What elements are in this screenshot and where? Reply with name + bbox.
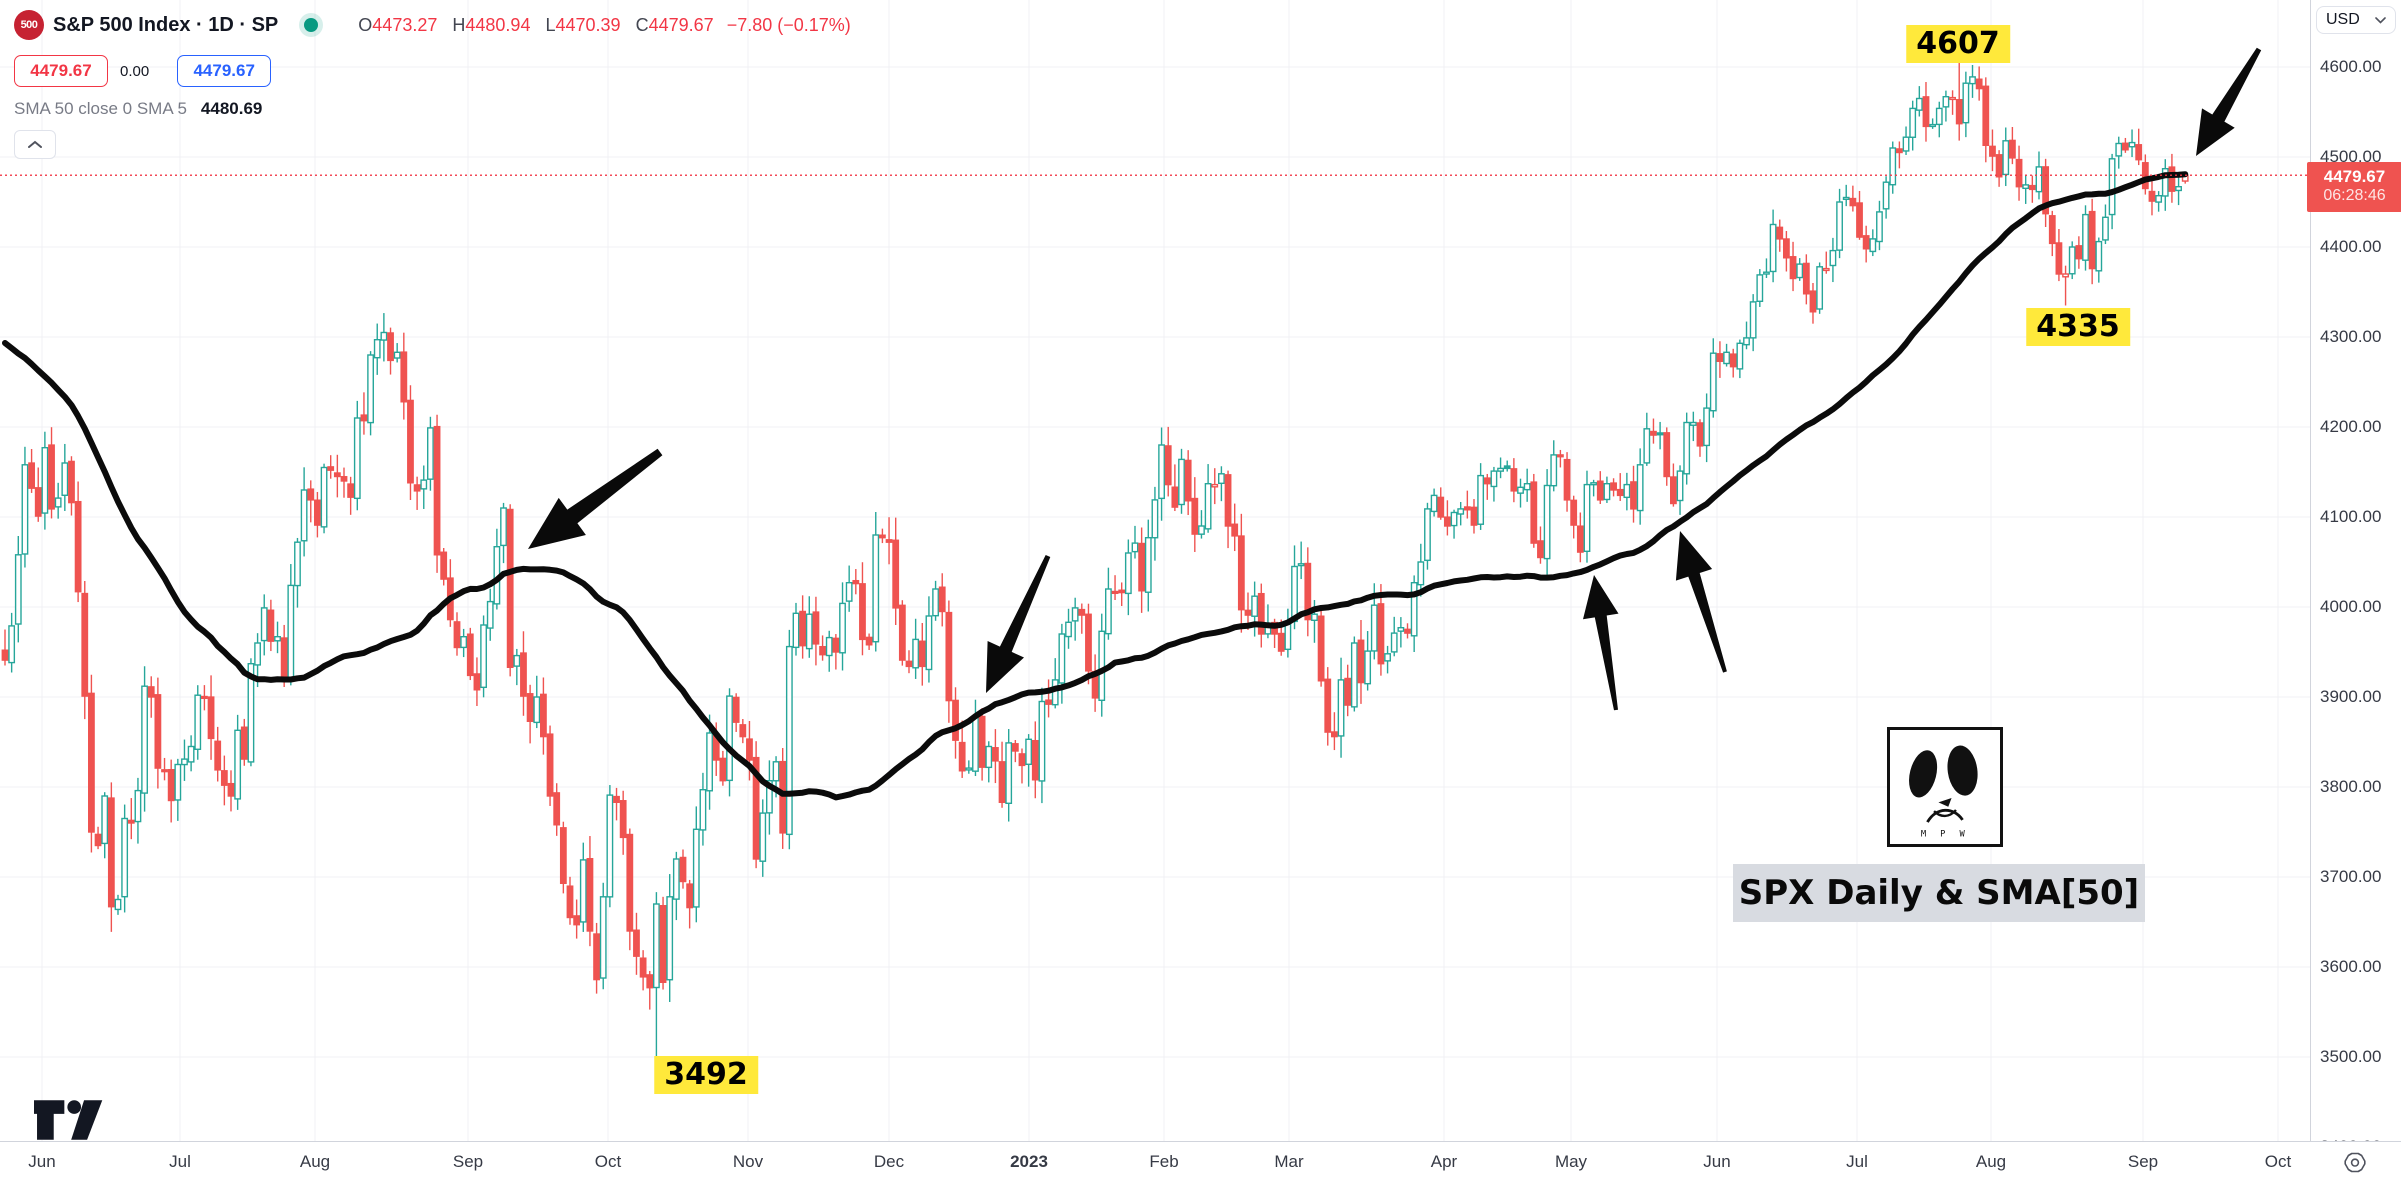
low-value: 4470.39	[555, 14, 621, 35]
time-axis-label: May	[1554, 1152, 1588, 1171]
annotation-arrow-5[interactable]	[2196, 47, 2262, 157]
annotation-arrow-3[interactable]	[1583, 575, 1619, 711]
currency-label: USD	[2326, 11, 2360, 28]
close-value: 4479.67	[648, 14, 714, 35]
highlight-price-label[interactable]: 3492	[654, 1056, 758, 1094]
price-axis-label: 3900.00	[2320, 687, 2382, 706]
sma-indicator-label[interactable]: SMA 50 close 0 SMA 5	[14, 99, 187, 118]
time-axis-label: Nov	[732, 1152, 764, 1171]
panda-left-eye	[1909, 750, 1938, 798]
chevron-up-icon	[28, 140, 42, 149]
last-price-value: 4479.67	[2323, 167, 2386, 186]
panda-mouth-curl	[1933, 809, 1957, 818]
market-status-icon	[304, 18, 319, 32]
time-axis-label: Jun	[28, 1152, 56, 1171]
panda-caption: M P W	[1921, 829, 1969, 839]
time-axis-label: Aug	[299, 1152, 331, 1171]
currency-selector[interactable]: USD	[2316, 6, 2396, 34]
time-axis-label: Apr	[1430, 1152, 1458, 1171]
high-label: H	[452, 14, 466, 35]
price-axis-label: 4000.00	[2320, 597, 2382, 616]
buy-button[interactable]: 4479.67	[177, 55, 272, 87]
collapse-legend-button[interactable]	[14, 130, 56, 159]
sp500-logo-badge: 500	[14, 10, 44, 40]
time-axis-label: 2023	[1010, 1152, 1048, 1171]
price-axis-label: 4600.00	[2320, 57, 2382, 76]
time-axis-label: Feb	[1149, 1152, 1179, 1171]
change-value: −7.80 (−0.17%)	[726, 14, 851, 35]
price-axis-label: 4400.00	[2320, 237, 2382, 256]
axis-settings-gear-icon[interactable]	[2342, 1150, 2368, 1176]
price-axis-label: 4100.00	[2320, 507, 2382, 526]
last-price-tag: 4479.67 06:28:46	[2307, 162, 2401, 212]
bar-countdown: 06:28:46	[2323, 187, 2386, 204]
symbol-legend: 500 S&P 500 Index · 1D · SP O4473.27 H44…	[14, 8, 851, 159]
price-axis[interactable]: USD 4479.67 06:28:46 4600.00 4500.00 4400.…	[2307, 0, 2401, 1156]
open-label: O	[358, 14, 373, 35]
time-axis-label: Jun	[1703, 1152, 1731, 1171]
time-axis-label: Dec	[873, 1152, 905, 1171]
time-axis-label: Jul	[169, 1152, 191, 1171]
price-axis-label: 3700.00	[2320, 867, 2382, 886]
tradingview-logo[interactable]	[34, 1100, 122, 1140]
open-value: 4473.27	[372, 14, 438, 35]
sell-button[interactable]: 4479.67	[14, 55, 108, 87]
low-label: L	[545, 14, 556, 35]
time-axis-label: Aug	[1975, 1152, 2007, 1171]
close-label: C	[635, 14, 649, 35]
annotation-arrow-1[interactable]	[528, 448, 663, 549]
time-axis-label: Sep	[452, 1152, 484, 1171]
highlight-price-label[interactable]: 4335	[2026, 308, 2130, 346]
spread-value: 0.00	[120, 62, 150, 80]
ohlc-values: O4473.27 H4480.94 L4470.39 C4479.67 −7.8…	[348, 15, 851, 36]
time-axis-label: Sep	[2127, 1152, 2159, 1171]
price-axis-label: 3800.00	[2320, 777, 2382, 796]
high-value: 4480.94	[465, 14, 531, 35]
sma-indicator-value: 4480.69	[200, 99, 263, 118]
price-axis-label: 4300.00	[2320, 327, 2382, 346]
annotation-arrow-2[interactable]	[986, 555, 1051, 693]
time-axis-label: Oct	[2264, 1152, 2292, 1171]
chevron-down-icon	[2375, 16, 2386, 24]
price-axis-label: 4500.00	[2320, 147, 2382, 166]
time-axis-label: Jul	[1846, 1152, 1868, 1171]
panda-right-eye	[1947, 745, 1978, 796]
time-axis-label: Oct	[594, 1152, 622, 1171]
highlight-price-label[interactable]: 4607	[1906, 25, 2010, 63]
symbol-title[interactable]: S&P 500 Index · 1D · SP	[53, 13, 279, 36]
panda-nose	[1938, 797, 1952, 807]
price-axis-label: 3500.00	[2320, 1047, 2382, 1066]
panda-mouth	[1926, 808, 1964, 823]
time-axis-label: Mar	[1274, 1152, 1304, 1171]
time-axis[interactable]: Jun Jul Aug Sep Oct Nov Dec 2023 Feb Mar Apr May Jun…	[0, 1141, 2401, 1183]
annotation-arrow-4[interactable]	[1675, 531, 1727, 673]
chart-watermark-text: SPX Daily & SMA[50]	[1733, 864, 2145, 922]
panda-logo: M P W	[1887, 727, 2003, 847]
price-axis-label: 4200.00	[2320, 417, 2382, 436]
price-axis-label: 3600.00	[2320, 957, 2382, 976]
